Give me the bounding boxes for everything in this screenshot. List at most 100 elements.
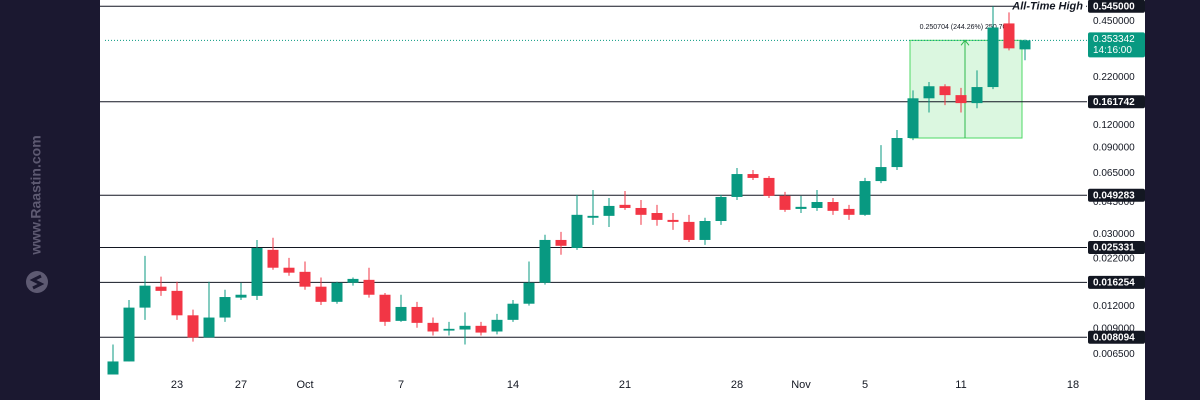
candle-body: [139, 285, 151, 308]
level-tag: [1088, 188, 1145, 202]
left-panel: [0, 0, 100, 400]
level-label: 0.025331: [1093, 243, 1135, 254]
level-label: 0.545000: [1093, 1, 1135, 12]
level-tag: [1088, 0, 1145, 13]
candle-body: [603, 205, 615, 216]
candle-body: [731, 174, 743, 197]
candle-body: [507, 303, 519, 320]
candle-body: [587, 215, 599, 218]
candle-body: [811, 202, 823, 208]
watermark: www.Raastin.com: [28, 135, 44, 255]
watermark-logo: [26, 271, 48, 293]
candle-body: [187, 315, 199, 338]
candle-body: [923, 86, 935, 99]
current-price-label: 0.353342: [1093, 34, 1135, 45]
candle-body: [379, 294, 391, 322]
candle-body: [331, 282, 343, 302]
candle-body: [283, 267, 295, 273]
candle-body: [891, 138, 903, 168]
candle-body: [267, 249, 279, 268]
level-label: 0.049283: [1093, 190, 1135, 201]
candle-body: [571, 214, 583, 248]
ath-label: All-Time High: [1011, 1, 1083, 13]
candle-body: [699, 221, 711, 240]
current-price-tag: [1088, 32, 1145, 58]
y-tick-label: 0.006500: [1093, 349, 1135, 360]
candle-body: [539, 239, 551, 283]
y-tick-label: 0.009000: [1093, 324, 1135, 335]
y-tick-label: 0.030000: [1093, 229, 1135, 240]
candle-body: [1003, 23, 1015, 49]
y-tick-label: 0.450000: [1093, 16, 1135, 27]
candle-body: [651, 213, 663, 220]
candle-body: [475, 325, 487, 333]
y-tick-label: 0.065000: [1093, 168, 1135, 179]
candle-body: [779, 195, 791, 210]
candle-body: [203, 317, 215, 338]
right-panel: [1145, 0, 1200, 400]
candle-body: [235, 294, 247, 298]
x-tick-label: 23: [171, 379, 183, 391]
candle-body: [395, 306, 407, 321]
candle-body: [363, 279, 375, 295]
candle-body: [171, 290, 183, 316]
candle-body: [523, 282, 535, 304]
level-tag: [1088, 241, 1145, 255]
x-tick-label: 18: [1067, 379, 1079, 391]
candle-body: [875, 167, 887, 182]
candle-body: [251, 247, 263, 296]
y-tick-label: 0.090000: [1093, 142, 1135, 153]
candle-body: [619, 204, 631, 208]
candle-body: [763, 177, 775, 196]
level-tag: [1088, 95, 1145, 109]
candle-body: [427, 322, 439, 332]
candle-body: [907, 98, 919, 139]
candle-body: [491, 319, 503, 332]
candle-body: [459, 325, 471, 330]
level-tag: [1088, 330, 1145, 344]
candle-body: [411, 306, 423, 323]
level-label: 0.016254: [1093, 278, 1135, 289]
candle-body: [747, 174, 759, 178]
y-tick-label: 0.120000: [1093, 120, 1135, 131]
x-tick-label: Nov: [791, 379, 811, 391]
level-label: 0.008094: [1093, 332, 1135, 343]
candle-body: [155, 286, 167, 291]
candle-body: [123, 307, 135, 362]
y-tick-label: 0.012000: [1093, 301, 1135, 312]
candle-body: [795, 206, 807, 209]
candle-body: [555, 239, 567, 246]
y-tick-label: 0.022000: [1093, 253, 1135, 264]
level-label: 0.161742: [1093, 97, 1135, 108]
measure-arrow-head: [960, 39, 970, 46]
candle-body: [843, 208, 855, 215]
candle-body: [715, 196, 727, 222]
candle-body: [971, 87, 983, 104]
x-tick-label: 11: [955, 379, 966, 391]
candle-body: [219, 297, 231, 318]
candle-body: [667, 219, 679, 222]
ath-label-bg: [1014, 0, 1086, 13]
x-tick-label: 27: [235, 379, 247, 391]
candle-body: [859, 181, 871, 215]
candle-body: [299, 271, 311, 287]
candle-body: [347, 278, 359, 283]
candle-body: [1019, 40, 1031, 50]
level-tag: [1088, 275, 1145, 289]
candle-body: [315, 286, 327, 302]
candle-body: [955, 95, 967, 104]
candle-body: [827, 202, 839, 211]
candle-body: [939, 86, 951, 96]
countdown-label: 14:16:00: [1093, 45, 1132, 56]
y-tick-label: 0.220000: [1093, 72, 1135, 83]
y-tick-label: 0.045000: [1093, 197, 1135, 208]
measure-label: 0.250704 (244.26%) 250,704: [920, 24, 1011, 31]
candle-body: [443, 328, 455, 331]
candle-body: [107, 361, 119, 375]
x-tick-label: Oct: [296, 379, 313, 391]
x-tick-label: 5: [862, 379, 868, 391]
candle-body: [683, 221, 695, 240]
x-tick-label: 14: [507, 379, 519, 391]
